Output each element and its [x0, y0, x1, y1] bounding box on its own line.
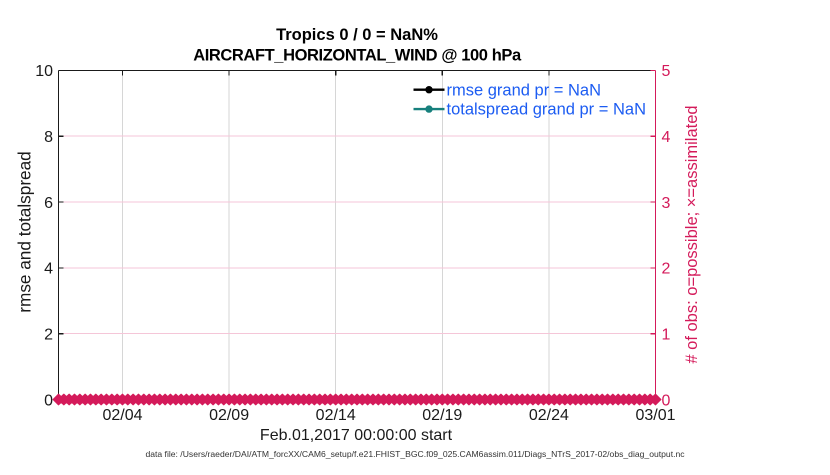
- svg-text:3: 3: [662, 195, 671, 212]
- svg-text:data file: /Users/raeder/DAI/A: data file: /Users/raeder/DAI/ATM_forcXX/…: [145, 449, 685, 459]
- svg-text:6: 6: [44, 195, 53, 212]
- svg-text:02/19: 02/19: [422, 407, 462, 424]
- svg-text:02/09: 02/09: [209, 407, 249, 424]
- svg-text:rmse grand pr = NaN: rmse grand pr = NaN: [447, 81, 602, 99]
- svg-text:02/14: 02/14: [316, 407, 356, 424]
- svg-text:1: 1: [662, 327, 671, 344]
- svg-text:02/24: 02/24: [529, 407, 569, 424]
- svg-text:10: 10: [35, 63, 53, 80]
- svg-text:Feb.01,2017 00:00:00 start: Feb.01,2017 00:00:00 start: [260, 427, 453, 444]
- svg-text:2: 2: [662, 261, 671, 278]
- svg-text:2: 2: [44, 327, 53, 344]
- svg-text:4: 4: [44, 261, 53, 278]
- svg-text:# of obs: o=possible; ×=assimi: # of obs: o=possible; ×=assimilated: [683, 105, 701, 363]
- svg-text:0: 0: [44, 392, 53, 409]
- svg-text:03/01: 03/01: [635, 407, 675, 424]
- svg-text:5: 5: [662, 63, 671, 80]
- svg-text:AIRCRAFT_HORIZONTAL_WIND @ 100: AIRCRAFT_HORIZONTAL_WIND @ 100 hPa: [193, 46, 522, 64]
- svg-text:02/04: 02/04: [102, 407, 142, 424]
- svg-text:4: 4: [662, 129, 671, 146]
- svg-text:Tropics 0 / 0 = NaN%: Tropics 0 / 0 = NaN%: [276, 26, 438, 44]
- svg-text:8: 8: [44, 129, 53, 146]
- svg-text:totalspread grand pr = NaN: totalspread grand pr = NaN: [447, 101, 647, 119]
- svg-text:0: 0: [662, 392, 671, 409]
- svg-text:rmse and totalspread: rmse and totalspread: [14, 151, 34, 312]
